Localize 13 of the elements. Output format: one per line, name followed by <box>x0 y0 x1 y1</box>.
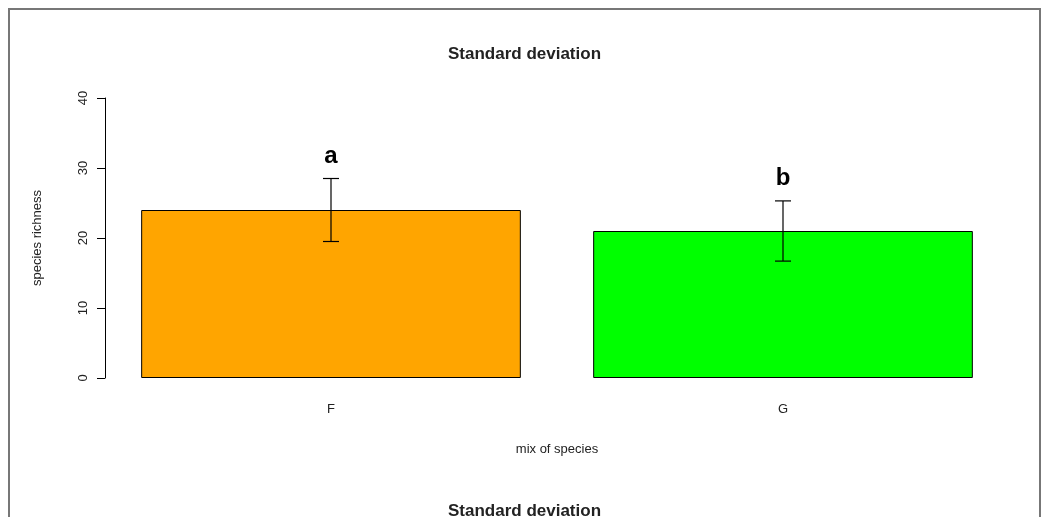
y-tick-label: 30 <box>75 160 90 176</box>
y-tick-label: 0 <box>75 374 90 382</box>
y-axis-title: species richness <box>29 189 44 287</box>
y-tick-label: 10 <box>75 300 90 316</box>
x-tick-label: G <box>777 401 789 416</box>
y-tick-label: 20 <box>75 230 90 246</box>
chart-title: Standard deviation <box>447 44 602 63</box>
annotation: a <box>324 141 339 168</box>
x-axis-title: mix of species <box>515 441 599 456</box>
x-tick-label: F <box>327 401 336 416</box>
y-tick-label: 40 <box>75 90 90 106</box>
annotation: b <box>775 163 791 191</box>
text: Standard deviation <box>447 501 602 520</box>
